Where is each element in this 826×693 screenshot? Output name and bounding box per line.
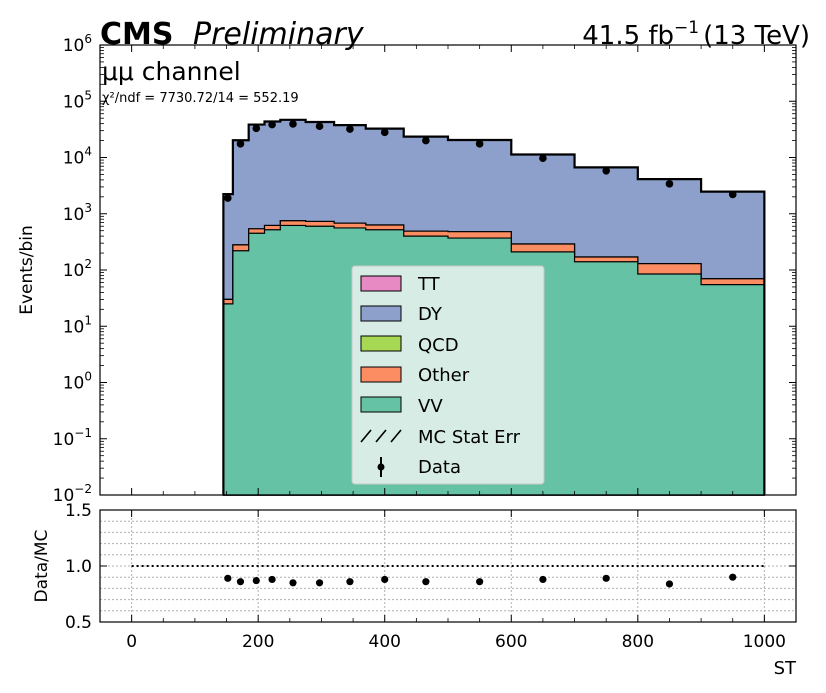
preliminary-label: Preliminary [193, 17, 365, 52]
ratio-point [268, 575, 276, 584]
data-point [728, 190, 737, 199]
ratio-point [422, 578, 430, 586]
ratio-y-axis-label: Data/MC [32, 530, 52, 603]
legend-swatch-qcd [360, 335, 402, 352]
legend-entry-other: Other [360, 365, 470, 386]
ratio-point [539, 575, 547, 584]
legend: TT DY QCD Other VV [351, 265, 545, 485]
data-point [475, 140, 484, 148]
ratio-x-tick-label: 0 [126, 632, 137, 652]
ratio-point [729, 573, 737, 581]
legend-entry-mc-stat-err: MC Stat Err [360, 427, 521, 448]
legend-entry-qcd: QCD [360, 335, 459, 356]
main-y-tick-label: 105 [63, 88, 92, 112]
data-point [236, 140, 245, 148]
ratio-point [665, 580, 674, 588]
ratio-y-ticks: 0.5 1.0 1.5 [65, 501, 796, 633]
ratio-point [476, 578, 484, 586]
main-y-tick-label: 106 [63, 32, 92, 56]
main-y-tick-label: 10−1 [53, 426, 92, 450]
ratio-point [381, 575, 389, 584]
main-y-tick-label: 101 [63, 313, 92, 337]
data-point [422, 136, 430, 145]
ratio-y-tick-label: 1.5 [65, 501, 92, 521]
legend-label-qcd: QCD [418, 335, 459, 356]
ratio-x-tick-label: 1000 [743, 632, 786, 652]
legend-label-tt: TT [417, 274, 441, 295]
legend-label-other: Other [418, 365, 470, 386]
legend-entry-dy: DY [360, 304, 443, 325]
legend-entry-data: Data [377, 457, 461, 478]
main-y-ticks: 10−2 10−1 100 101 102 103 104 105 106 [53, 32, 796, 506]
legend-label-vv: VV [418, 396, 443, 417]
lumi-label: 41.5 fb−1 (13 TeV) [582, 18, 810, 51]
ratio-x-ticks: 0 200 400 600 800 1000 [126, 510, 786, 652]
data-point [602, 167, 610, 175]
main-y-tick-label: 100 [63, 370, 92, 394]
hatch-icon [360, 429, 402, 443]
legend-swatch-tt [360, 275, 402, 292]
ratio-x-tick-label: 800 [622, 632, 654, 652]
ratio-point [236, 578, 245, 586]
ratio-point [602, 574, 610, 582]
main-y-tick-label: 103 [63, 201, 92, 225]
ratio-x-tick-label: 200 [242, 632, 274, 652]
ratio-point [252, 576, 260, 585]
data-point [252, 124, 261, 133]
data-point [289, 120, 297, 128]
legend-swatch-other [360, 366, 402, 383]
data-marker-icon [377, 457, 385, 477]
x-axis-label: ST [774, 658, 797, 679]
ratio-x-tick-label: 600 [495, 632, 527, 652]
data-point [315, 122, 324, 131]
data-points [224, 120, 737, 202]
ratio-x-tick-label: 400 [369, 632, 401, 652]
ratio-point [315, 579, 324, 587]
ratio-point [346, 578, 354, 586]
data-point [539, 154, 547, 163]
main-y-tick-label: 104 [63, 145, 92, 169]
legend-label-mc-stat-err: MC Stat Err [418, 427, 521, 448]
legend-swatch-dy [360, 305, 402, 322]
main-y-axis-label: Events/bin [17, 225, 37, 315]
cms-label: CMS [100, 17, 173, 52]
legend-swatch-vv [360, 396, 402, 413]
data-point [224, 194, 232, 202]
ratio-point [289, 579, 297, 587]
chi2-label: χ²/ndf = 7730.72/14 = 552.19 [102, 91, 299, 106]
stack-total-outline [222, 118, 766, 495]
legend-entry-vv: VV [360, 396, 443, 417]
ratio-y-tick-label: 1.0 [65, 557, 92, 577]
ratio-y-tick-label: 0.5 [65, 613, 92, 633]
main-y-tick-label: 102 [63, 257, 92, 281]
legend-label-data: Data [418, 457, 461, 478]
main-y-tick-label: 10−2 [53, 482, 92, 506]
ratio-points [224, 573, 737, 588]
ratio-plot: 0.5 1.0 1.5 0 200 400 600 800 1000 Data/MC ST [32, 501, 797, 679]
channel-label: μμ channel [102, 57, 241, 86]
legend-entry-tt: TT [360, 274, 441, 295]
main-x-ticks [131, 45, 765, 495]
data-point [268, 120, 276, 129]
legend-label-dy: DY [418, 304, 443, 325]
data-point [380, 128, 389, 137]
data-point [665, 180, 674, 188]
main-plot: 10−2 10−1 100 101 102 103 104 105 106 Events/bin… [17, 32, 797, 506]
data-point [346, 125, 354, 133]
ratio-point [224, 574, 232, 582]
